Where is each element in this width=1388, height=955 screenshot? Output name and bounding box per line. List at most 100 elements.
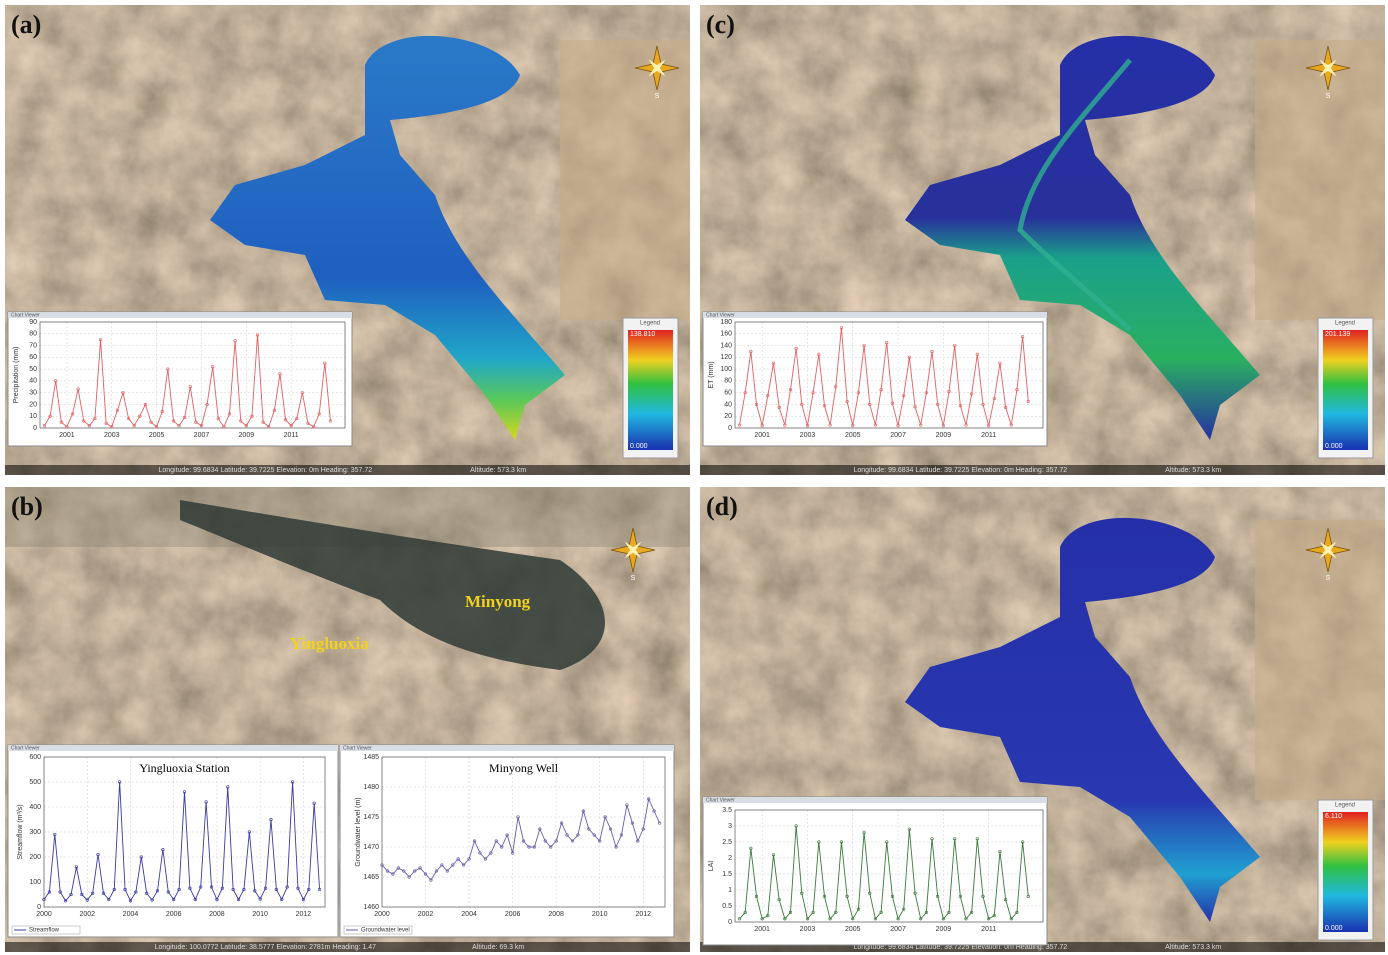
y-tick-label: 20 — [724, 413, 732, 420]
x-tick-label: 2000 — [36, 911, 52, 918]
window-titlebar — [703, 312, 1047, 318]
window-titlebar — [8, 312, 352, 318]
panel-label: (b) — [11, 492, 43, 521]
y-tick-label: 1485 — [363, 754, 379, 761]
chart-window — [8, 312, 352, 446]
window-title: Chart Viewer — [11, 745, 40, 751]
chart-window — [703, 312, 1047, 446]
y-tick-label: 2.5 — [722, 839, 732, 846]
panel-label: (c) — [706, 10, 735, 39]
figure: (a) S Longitude: 99.6834 Latitude: 39.7225… — [0, 0, 1388, 955]
compass-letter: S — [655, 93, 660, 100]
x-tick-label: 2012 — [296, 911, 312, 918]
y-tick-label: 80 — [724, 378, 732, 385]
y-axis-label: ET (mm) — [708, 361, 715, 388]
y-tick-label: 60 — [29, 354, 37, 361]
y-tick-label: 100 — [720, 366, 732, 373]
y-tick-label: 3 — [728, 823, 732, 830]
y-axis-label: Streamflow (m³/s) — [17, 804, 24, 859]
compass-letter: S — [1326, 575, 1331, 582]
status-altitude: Altitude: 573.3 km — [1165, 467, 1221, 474]
y-tick-label: 1475 — [363, 814, 379, 821]
legend-max: 6.110 — [1325, 813, 1342, 820]
x-tick-label: 2002 — [79, 911, 95, 918]
y-tick-label: 1 — [728, 887, 732, 894]
y-tick-label: 70 — [29, 342, 37, 349]
window-titlebar — [8, 745, 338, 751]
x-tick-label: 2010 — [252, 911, 268, 918]
panel-label: (a) — [11, 10, 41, 39]
x-tick-label: 2005 — [845, 926, 861, 933]
chart-title: Minyong Well — [489, 761, 559, 775]
x-tick-label: 2001 — [754, 926, 770, 933]
status-altitude: Altitude: 69.3 km — [472, 944, 524, 951]
x-tick-label: 2002 — [418, 911, 434, 918]
y-tick-label: 200 — [29, 854, 41, 861]
color-bar — [1323, 330, 1368, 450]
x-tick-label: 2010 — [592, 911, 608, 918]
y-tick-label: 2 — [728, 855, 732, 862]
y-axis-label: Precipitation (mm) — [13, 347, 20, 404]
status-position: Longitude: 100.0772 Latitude: 38.5777 El… — [155, 944, 377, 951]
y-axis-label: Groundwater level (m) — [355, 797, 362, 866]
y-tick-label: 10 — [29, 413, 37, 420]
legend-min: 0.000 — [1325, 925, 1343, 932]
window-title: Chart Viewer — [706, 797, 735, 803]
x-tick-label: 2011 — [981, 432, 996, 439]
window-title: Chart Viewer — [706, 312, 735, 318]
y-tick-label: 100 — [29, 879, 41, 886]
y-tick-label: 120 — [720, 354, 732, 361]
y-tick-label: 90 — [29, 319, 37, 326]
y-tick-label: 160 — [720, 331, 732, 338]
x-tick-label: 2004 — [461, 911, 477, 918]
status-altitude: Altitude: 573.3 km — [470, 467, 526, 474]
x-tick-label: 2009 — [936, 926, 952, 933]
y-tick-label: 30 — [29, 390, 37, 397]
y-tick-label: 300 — [29, 829, 41, 836]
x-tick-label: 2008 — [209, 911, 225, 918]
place-label: Minyong — [465, 592, 531, 611]
legend-max: 201.139 — [1325, 331, 1350, 338]
x-tick-label: 2003 — [800, 926, 816, 933]
color-bar — [1323, 812, 1368, 932]
window-title: Chart Viewer — [343, 745, 372, 751]
y-tick-label: 40 — [724, 401, 732, 408]
x-tick-label: 2006 — [166, 911, 182, 918]
x-tick-label: 2005 — [149, 432, 165, 439]
x-tick-label: 2007 — [890, 926, 906, 933]
y-tick-label: 20 — [29, 401, 37, 408]
y-tick-label: 50 — [29, 366, 37, 373]
y-tick-label: 0 — [33, 425, 37, 432]
y-tick-label: 180 — [720, 319, 732, 326]
y-tick-label: 1460 — [363, 904, 379, 911]
x-tick-label: 2005 — [845, 432, 861, 439]
y-tick-label: 600 — [29, 754, 41, 761]
legend-label: Groundwater level — [361, 928, 410, 934]
legend-label: Streamflow — [29, 928, 60, 934]
y-tick-label: 400 — [29, 804, 41, 811]
x-tick-label: 2009 — [936, 432, 952, 439]
window-titlebar — [703, 797, 1047, 803]
y-tick-label: 40 — [29, 378, 37, 385]
legend-title: Legend — [1335, 321, 1355, 327]
status-position: Longitude: 99.6834 Latitude: 39.7225 Ele… — [158, 467, 372, 474]
x-tick-label: 2011 — [284, 432, 299, 439]
window-title: Chart Viewer — [11, 312, 40, 318]
x-tick-label: 2001 — [59, 432, 75, 439]
window-titlebar — [340, 745, 674, 751]
x-tick-label: 2012 — [635, 911, 651, 918]
x-tick-label: 2011 — [981, 926, 996, 933]
y-tick-label: 1480 — [363, 784, 379, 791]
chart-window — [703, 797, 1047, 945]
legend-title: Legend — [640, 321, 660, 327]
x-tick-label: 2001 — [754, 432, 770, 439]
compass-letter: S — [1326, 93, 1331, 100]
place-label: Yingluoxia — [290, 634, 369, 653]
x-tick-label: 2000 — [374, 911, 390, 918]
y-tick-label: 0.5 — [722, 903, 732, 910]
compass-letter: S — [631, 575, 636, 582]
y-tick-label: 0 — [728, 425, 732, 432]
y-tick-label: 500 — [29, 779, 41, 786]
y-tick-label: 1470 — [363, 844, 379, 851]
x-tick-label: 2007 — [194, 432, 210, 439]
